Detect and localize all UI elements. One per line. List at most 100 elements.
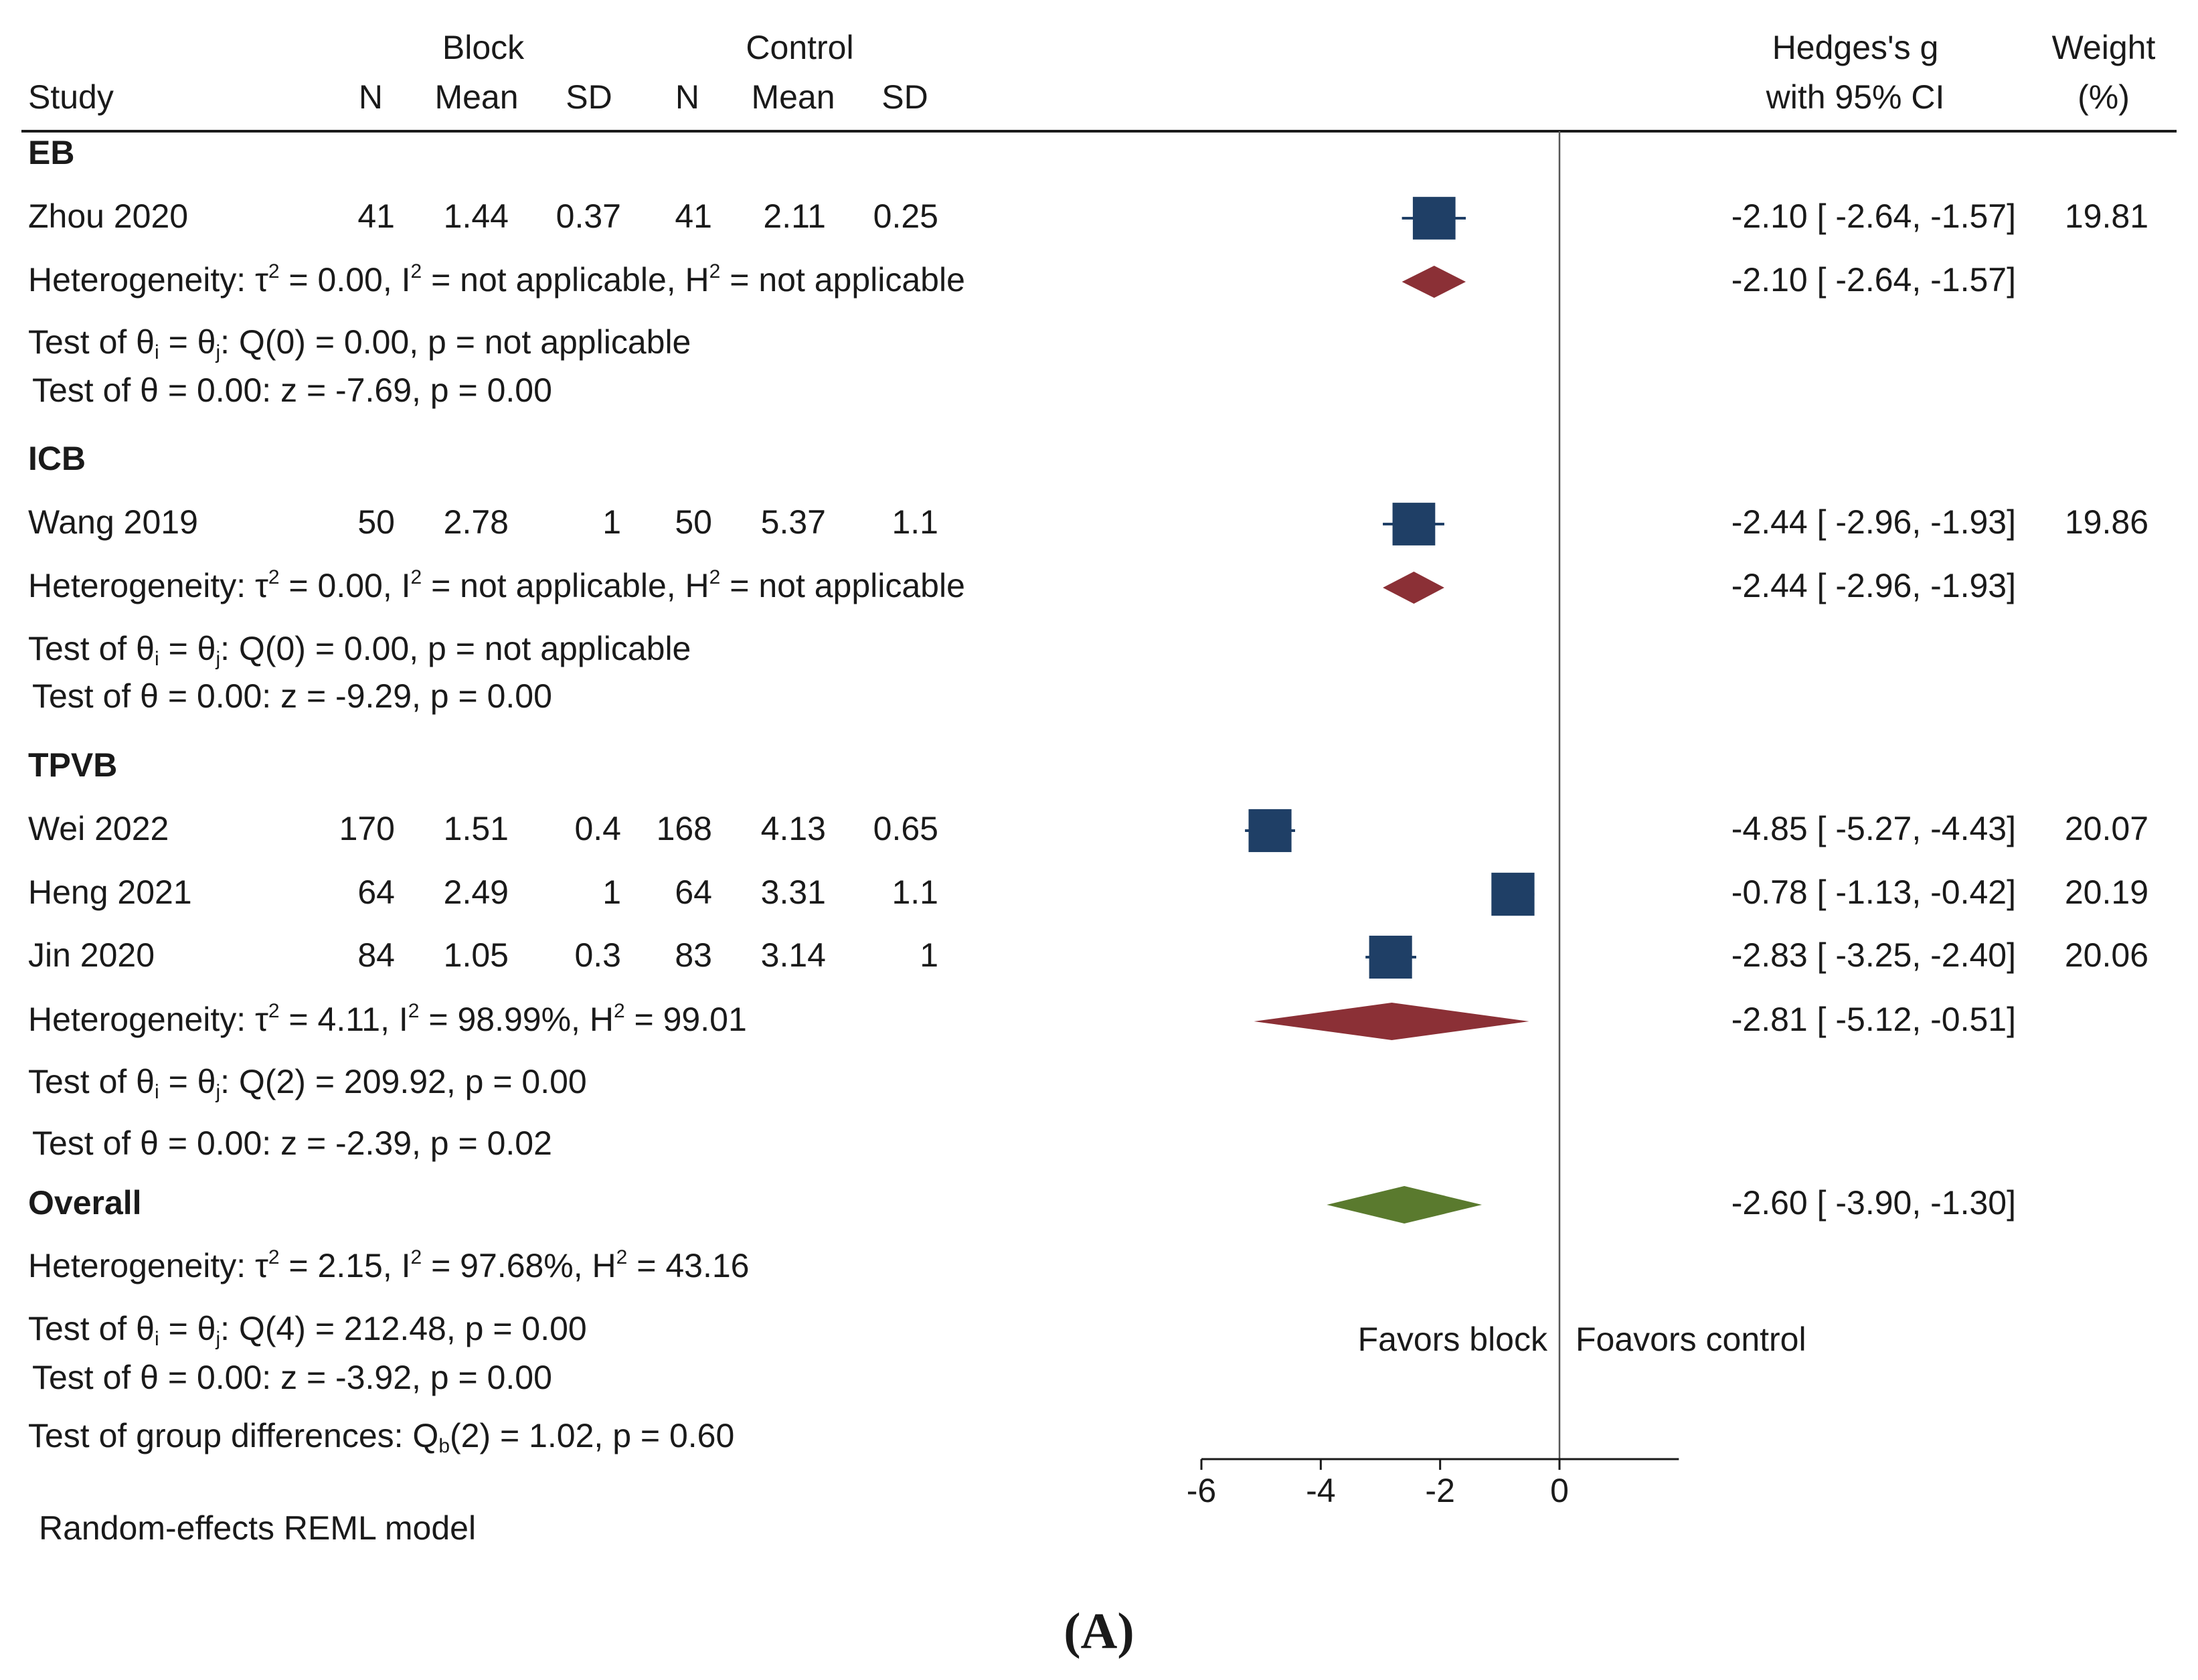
weight-value-jin-2020: 20.06	[2065, 936, 2148, 974]
tau-exponent: 2	[268, 1246, 280, 1268]
x-tick-label-0: 0	[1550, 1472, 1569, 1509]
i2-exponent: 2	[408, 1000, 420, 1022]
block-sd-value: 0.4	[574, 810, 621, 847]
theta-j-sub: j	[215, 1081, 220, 1103]
study-label-wang-2019: Wang 2019	[28, 503, 198, 541]
control-mean-value: 3.14	[761, 936, 826, 974]
overall-diamond	[1327, 1186, 1483, 1224]
ci-text-zhou-2020: -2.10 [ -2.64, -1.57]	[1731, 197, 2016, 235]
q-eq: = θ	[159, 630, 216, 667]
block-sd-value: 0.37	[556, 197, 621, 235]
het-prefix: Heterogeneity: τ	[28, 261, 268, 299]
ci-text-jin-2020: -2.83 [ -3.25, -2.40]	[1731, 936, 2016, 974]
tau-exponent: 2	[268, 566, 280, 588]
q-test-text: Test of θi = θj: Q(2) = 209.92, p = 0.00	[28, 1063, 587, 1103]
subgroup-diamond-3	[1254, 1003, 1529, 1040]
x-axis: -6 -4 -2 0	[1187, 131, 1679, 1509]
q-prefix: Test of θ	[28, 1310, 155, 1347]
block-n-value: 41	[357, 197, 395, 235]
effect-box-wei-2022	[1248, 809, 1292, 853]
model-note: Random-effects REML model	[39, 1509, 476, 1547]
q-b-sub: b	[438, 1435, 450, 1457]
z-test-text: Test of θ = 0.00: z = -2.39, p = 0.02	[32, 1124, 552, 1162]
q-prefix: Test of θ	[28, 630, 155, 667]
weight-value-wang-2019: 19.86	[2065, 503, 2148, 541]
effect-box-wang-2019	[1392, 503, 1436, 545]
block-sd-header: SD	[566, 78, 612, 116]
heterogeneity-text-3: Heterogeneity: τ2 = 4.11, I2 = 98.99%, H…	[28, 1000, 747, 1038]
control-sd-value: 1.1	[892, 503, 938, 541]
theta-i-sub: i	[155, 341, 159, 363]
subgroup-label-eb: EB	[28, 134, 74, 171]
tau-exponent: 2	[268, 1000, 280, 1022]
forest-rows: EB Zhou 2020 41 1.44 0.37 41 2.11 0.25 -2.10 [ -…	[28, 134, 2148, 1457]
theta-i-sub: i	[155, 1328, 159, 1350]
h2-exponent: 2	[616, 1246, 628, 1268]
control-n-header: N	[675, 78, 699, 116]
control-sd-header: SD	[881, 78, 928, 116]
q-prefix: Test of θ	[28, 1063, 155, 1100]
h2-exponent: 2	[614, 1000, 625, 1022]
h2-value: = 43.16	[627, 1247, 749, 1284]
effect-header-line1: Hedges's g	[1772, 29, 1939, 66]
q-eq: = θ	[159, 1310, 216, 1347]
group-diff-text: Test of group differences: Qb(2) = 1.02,…	[28, 1417, 734, 1457]
weight-header-line2: (%)	[2078, 78, 2130, 116]
weight-value-zhou-2020: 19.81	[2065, 197, 2148, 235]
h2-exponent: 2	[709, 260, 721, 282]
theta-j-sub: j	[215, 1328, 220, 1350]
block-sd-value: 0.3	[574, 936, 621, 974]
q-test-text: Test of θi = θj: Q(4) = 212.48, p = 0.00	[28, 1310, 587, 1350]
h2-exponent: 2	[709, 566, 721, 588]
i2-exponent: 2	[411, 566, 422, 588]
z-test-text: Test of θ = 0.00: z = -3.92, p = 0.00	[32, 1359, 552, 1396]
block-n-value: 64	[357, 873, 395, 911]
control-mean-value: 2.11	[763, 197, 826, 235]
control-mean-value: 5.37	[761, 503, 826, 541]
block-n-value: 170	[339, 810, 395, 847]
tau-value: = 0.00, I	[280, 261, 411, 299]
theta-i-sub: i	[155, 648, 159, 670]
weight-header-line1: Weight	[2052, 29, 2156, 66]
study-label-heng-2021: Heng 2021	[28, 873, 192, 911]
het-prefix: Heterogeneity: τ	[28, 1247, 268, 1284]
group-diff-prefix: Test of group differences: Q	[28, 1417, 438, 1454]
weight-value-wei-2022: 20.07	[2065, 810, 2148, 847]
control-sd-value: 1	[920, 936, 938, 974]
weight-value-heng-2021: 20.19	[2065, 873, 2148, 911]
theta-i-sub: i	[155, 1081, 159, 1103]
i2-value: = 97.68%, H	[422, 1247, 616, 1284]
subgroup-ci-text-1: -2.10 [ -2.64, -1.57]	[1731, 261, 2016, 299]
overall-label: Overall	[28, 1184, 142, 1222]
control-mean-header: Mean	[751, 78, 835, 116]
control-n-value: 41	[675, 197, 712, 235]
q-value: : Q(4) = 212.48, p = 0.00	[220, 1310, 587, 1347]
block-n-value: 84	[357, 936, 395, 974]
effect-box-heng-2021	[1491, 872, 1535, 916]
block-sd-value: 1	[602, 873, 621, 911]
i2-value: = not applicable, H	[422, 261, 709, 299]
q-value: : Q(0) = 0.00, p = not applicable	[220, 630, 691, 667]
i2-value: = 98.99%, H	[419, 1001, 613, 1038]
favors-block-label: Favors block	[1358, 1321, 1548, 1358]
control-mean-value: 4.13	[761, 810, 826, 847]
effect-box-zhou-2020	[1412, 197, 1456, 240]
z-test-text: Test of θ = 0.00: z = -9.29, p = 0.00	[32, 677, 552, 715]
block-sd-value: 1	[602, 503, 621, 541]
block-mean-value: 1.05	[444, 936, 509, 974]
subgroup-ci-text-2: -2.44 [ -2.96, -1.93]	[1731, 567, 2016, 604]
control-sd-value: 1.1	[892, 873, 938, 911]
block-n-header: N	[359, 78, 383, 116]
tau-value: = 2.15, I	[280, 1247, 411, 1284]
block-mean-header: Mean	[434, 78, 518, 116]
heterogeneity-text-2: Heterogeneity: τ2 = 0.00, I2 = not appli…	[28, 566, 965, 604]
control-sd-value: 0.25	[873, 197, 938, 235]
block-mean-value: 2.49	[444, 873, 509, 911]
block-n-value: 50	[357, 503, 395, 541]
i2-exponent: 2	[411, 260, 422, 282]
favors-control-label: Foavors control	[1576, 1321, 1806, 1358]
study-header: Study	[28, 78, 114, 116]
control-n-value: 83	[675, 936, 712, 974]
control-n-value: 64	[675, 873, 712, 911]
